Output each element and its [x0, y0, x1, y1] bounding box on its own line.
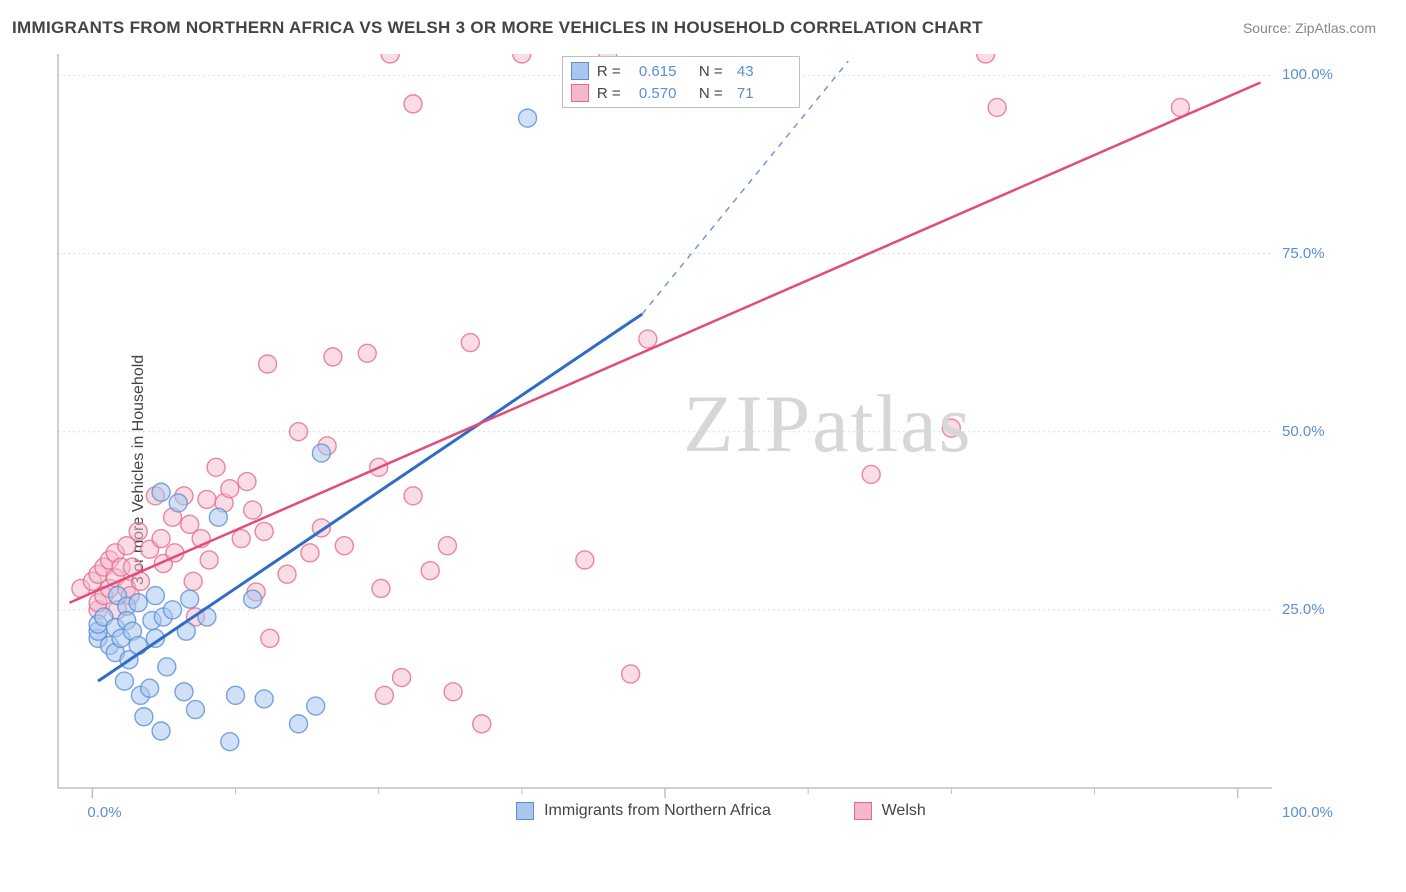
legend-row: R = 0.615 N = 43: [571, 60, 789, 82]
legend-swatch: [854, 802, 872, 820]
bottom-legend-item: Welsh: [854, 802, 926, 820]
scatter-chart: [52, 48, 1342, 818]
legend-swatch: [571, 62, 589, 80]
legend-r-label: R =: [597, 63, 631, 80]
bottom-legend-item: Immigrants from Northern Africa: [516, 802, 771, 820]
legend-label: Welsh: [882, 802, 926, 820]
legend-label: Immigrants from Northern Africa: [544, 802, 771, 820]
legend-swatch: [516, 802, 534, 820]
source-attribution: Source: ZipAtlas.com: [1243, 20, 1376, 36]
legend-row: R = 0.570 N = 71: [571, 82, 789, 104]
correlation-legend: R = 0.615 N = 43 R = 0.570 N = 71: [562, 56, 800, 108]
y-tick-label: 50.0%: [1282, 423, 1325, 440]
source-link[interactable]: ZipAtlas.com: [1295, 20, 1376, 36]
x-tick-label: 100.0%: [1282, 804, 1333, 821]
chart-title: IMMIGRANTS FROM NORTHERN AFRICA VS WELSH…: [12, 18, 983, 38]
legend-r-value: 0.615: [639, 63, 691, 80]
legend-n-label: N =: [699, 63, 729, 80]
x-tick-label: 0.0%: [87, 804, 121, 821]
y-tick-label: 100.0%: [1282, 66, 1333, 83]
y-tick-label: 75.0%: [1282, 245, 1325, 262]
legend-n-label: N =: [699, 85, 729, 102]
legend-n-value: 71: [737, 85, 789, 102]
legend-r-value: 0.570: [639, 85, 691, 102]
source-label: Source:: [1243, 20, 1291, 36]
plot-area: 3 or more Vehicles in Household ZIPatlas…: [0, 48, 1406, 892]
legend-n-value: 43: [737, 63, 789, 80]
y-tick-label: 25.0%: [1282, 601, 1325, 618]
legend-r-label: R =: [597, 85, 631, 102]
legend-swatch: [571, 84, 589, 102]
